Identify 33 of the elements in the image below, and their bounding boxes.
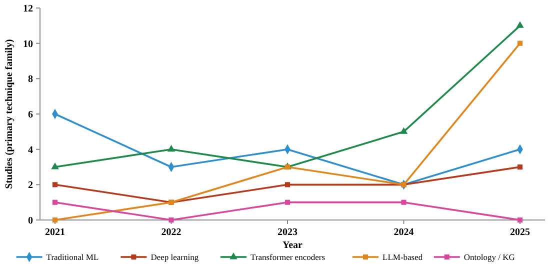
point bbox=[401, 200, 406, 205]
point bbox=[52, 182, 58, 188]
point bbox=[52, 200, 58, 205]
y-tick-label: 6 bbox=[28, 110, 33, 120]
point bbox=[168, 217, 174, 223]
x-tick-label: 2022 bbox=[161, 227, 182, 238]
point bbox=[517, 164, 523, 170]
y-axis-title: Studies (primary technique family) bbox=[4, 39, 15, 189]
legend-label: Transformer encoders bbox=[250, 252, 326, 262]
x-tick-label: 2021 bbox=[45, 227, 65, 238]
point bbox=[284, 182, 290, 188]
point bbox=[284, 200, 290, 205]
legend-label: Deep learning bbox=[150, 252, 200, 262]
y-tick-label: 8 bbox=[28, 74, 33, 86]
point bbox=[516, 21, 524, 28]
legend-label: Traditional ML bbox=[46, 252, 99, 262]
point bbox=[517, 40, 523, 46]
legend-label: LLM-based bbox=[382, 252, 424, 262]
x-axis-title: Year bbox=[282, 240, 304, 251]
point bbox=[517, 217, 523, 223]
point bbox=[400, 127, 408, 134]
point bbox=[52, 217, 58, 223]
point bbox=[167, 144, 176, 152]
x-tick-label: 2023 bbox=[278, 227, 298, 238]
x-tick-label: 2024 bbox=[394, 227, 414, 238]
y-tick-label: 12 bbox=[23, 4, 33, 14]
x-tick-label: 2025 bbox=[510, 227, 530, 238]
y-tick-label: 0 bbox=[28, 216, 33, 226]
y-tick-label: 4 bbox=[28, 144, 33, 156]
y-tick-label: 10 bbox=[23, 38, 33, 50]
point bbox=[51, 162, 59, 170]
y-tick-label: 2 bbox=[28, 180, 33, 192]
legend-label: Ontology / KG bbox=[464, 252, 515, 262]
